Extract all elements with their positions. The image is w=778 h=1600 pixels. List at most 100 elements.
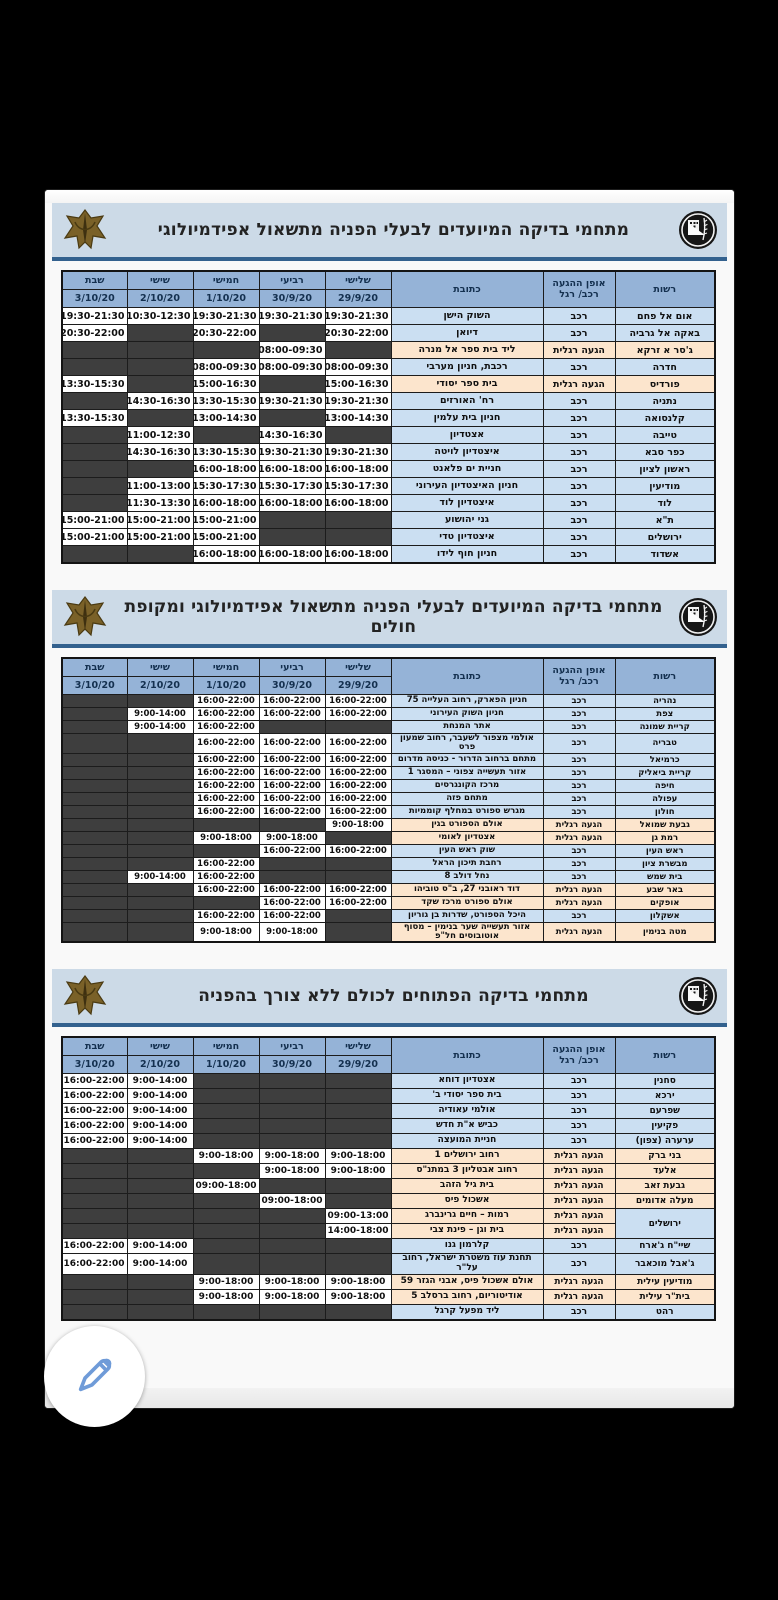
header-date: 2/10/20 [126,289,194,308]
no-slot-cell [61,494,128,512]
authority-cell: פורדיס [614,375,716,393]
no-slot-cell [258,375,326,393]
access-mode-cell: הגעה רגלית [542,1289,616,1306]
table-row: אלעד הגעה רגלית רחוב אבטליון 3 במתנ"ס 9:00-… [61,1163,716,1180]
address-cell: רחוב ירושלים 1 [390,1148,544,1165]
header-day: שבת [61,657,128,677]
no-slot-cell [61,1148,128,1165]
table-row: כפר סבא רכב איצטדיון לויטה 19:30-21:30 19:30… [61,443,716,461]
time-slot-cell: 16:00-22:00 [258,733,326,754]
time-slot-cell: 19:30-21:30 [61,307,128,325]
access-mode-cell: רכב [542,908,616,923]
authority-cell: בית שמש [614,869,716,884]
access-mode-cell: רכב [542,778,616,793]
no-slot-cell [192,1073,260,1090]
header-day: רביעי [258,1036,326,1057]
header-day: שישי [126,1036,194,1057]
access-mode-cell: רכב [542,707,616,721]
no-slot-cell [61,1274,128,1291]
access-mode-cell: רכב [542,1253,616,1276]
authority-cell: סחנין [614,1073,716,1090]
no-slot-cell [324,1178,392,1195]
table-row: גבעת זאב הגעה רגלית בית גיל הזהב 09:00-18:0… [61,1178,716,1195]
header-authority: רשות [614,657,716,695]
address-cell: אזור תעשייה שער בנימין – מסוף אוטובוסים … [390,921,544,943]
time-slot-cell: 9:00-18:00 [324,1163,392,1180]
time-slot-cell: 9:00-18:00 [258,1148,326,1165]
address-cell: רחבת תיכון הראל [390,856,544,871]
no-slot-cell [192,426,260,444]
authority-cell: רמת גן [614,830,716,845]
no-slot-cell [258,1238,326,1255]
no-slot-cell [61,895,128,910]
access-mode-cell: רכב [542,752,616,767]
header-date: 30/9/20 [258,1055,326,1075]
time-slot-cell: 16:00-22:00 [61,1238,128,1255]
no-slot-cell [61,1223,128,1240]
no-slot-cell [61,921,128,943]
no-slot-cell [126,694,194,708]
header-day: רביעי [258,270,326,290]
no-slot-cell [258,1073,326,1090]
table-row: מעלה אדומים הגעה רגלית אשכול פיס 09:00-18:0… [61,1193,716,1210]
time-slot-cell: 11:00-13:00 [126,477,194,495]
time-slot-cell: 16:00-18:00 [258,460,326,478]
no-slot-cell [61,752,128,767]
time-slot-cell: 15:00-21:00 [192,528,260,546]
address-cell: איצטדיון לויטה [390,443,544,461]
no-slot-cell [126,1289,194,1306]
no-slot-cell [192,1238,260,1255]
access-mode-cell: רכב [542,1133,616,1150]
page-bottom-strip [45,1388,734,1408]
time-slot-cell: 16:00-22:00 [192,804,260,819]
table-row: בית שמש רכב נחל דולב 8 16:00-22:00 9:00-14:0… [61,869,716,884]
authority-cell: אשקלון [614,908,716,923]
address-cell: אשכול פיס [390,1193,544,1210]
section-epidemiological: מתחמי בדיקה המיועדים לבעלי הפניה מתשאול … [45,203,734,564]
time-slot-cell: 19:30-21:30 [192,307,260,325]
address-cell: השוק הישן [390,307,544,325]
no-slot-cell [61,804,128,819]
address-cell: רמות – חיים גרינברג [390,1208,544,1225]
no-slot-cell [258,1253,326,1276]
time-slot-cell: 16:00-22:00 [258,804,326,819]
header-day: שלישי [324,657,392,677]
time-slot-cell: 16:00-18:00 [324,460,392,478]
no-slot-cell [61,1193,128,1210]
time-slot-cell: 16:00-22:00 [192,733,260,754]
time-slot-cell: 16:00-22:00 [324,707,392,721]
no-slot-cell [258,409,326,427]
address-cell: אזור תעשייה צפוני – המסגר 1 [390,765,544,780]
header-date: 1/10/20 [192,676,260,695]
edit-fab-button[interactable] [44,1326,145,1427]
address-cell: אולם הספורט בגין [390,817,544,832]
table-row: באקה אל גרביה רכב דיואן 20:30-22:00 20:30-22… [61,324,716,342]
address-cell: ליד מפעל קרגל [390,1304,544,1321]
table-row: אשדוד רכב חניון חוף לידו 16:00-18:00 16:00-1… [61,545,716,564]
time-slot-cell: 9:00-14:00 [126,1118,194,1135]
time-slot-cell: 15:00-21:00 [126,511,194,529]
authority-cell: ראשון לציון [614,460,716,478]
table-row: מודיעין עילית הגעה רגלית אולם אשכול פיס, א… [61,1274,716,1291]
authority-cell: אום אל פחם [614,307,716,325]
idf-emblem-icon [61,208,109,252]
no-slot-cell [126,1148,194,1165]
access-mode-cell: רכב [542,426,616,444]
no-slot-cell [126,341,194,359]
table-row: חיפה רכב מרכז הקונגרסים 16:00-22:00 16:00-22… [61,778,716,793]
section-title: מתחמי בדיקה המיועדים לבעלי הפניה מתשאול … [157,220,630,240]
authority-cell: מבשרת ציון [614,856,716,871]
access-mode-cell: הגעה רגלית [542,882,616,897]
no-slot-cell [126,1274,194,1291]
no-slot-cell [126,460,194,478]
table-row: ירכא רכב בית ספר יסודי ב' 9:00-14:00 16:00-2… [61,1088,716,1105]
table-row: רמת גן הגעה רגלית אצטדיון לאומי 9:00-18:00 9… [61,830,716,845]
no-slot-cell [324,921,392,943]
time-slot-cell: 16:00-22:00 [258,791,326,806]
access-mode-cell: רכב [542,791,616,806]
time-slot-cell: 08:00-09:30 [192,358,260,376]
no-slot-cell [126,817,194,832]
address-cell: מתחם פזה [390,791,544,806]
authority-cell: חדרה [614,358,716,376]
time-slot-cell: 20:30-22:00 [61,324,128,342]
